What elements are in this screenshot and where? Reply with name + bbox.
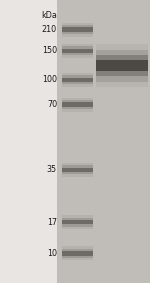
Text: 100: 100: [42, 75, 57, 84]
Text: kDa: kDa: [41, 11, 57, 20]
Bar: [62, 256, 93, 258]
Text: 210: 210: [42, 25, 57, 34]
Bar: [62, 107, 93, 112]
Bar: [62, 165, 93, 168]
Bar: [96, 44, 148, 60]
Bar: [62, 246, 93, 251]
Bar: [62, 220, 93, 224]
Bar: [62, 82, 93, 87]
Bar: [62, 168, 93, 172]
Bar: [62, 27, 93, 32]
Bar: [62, 215, 93, 220]
Bar: [96, 71, 148, 76]
Bar: [62, 256, 93, 260]
Bar: [62, 172, 93, 174]
Text: 70: 70: [47, 100, 57, 109]
Bar: [62, 98, 93, 102]
Bar: [62, 32, 93, 37]
Bar: [96, 50, 148, 60]
Bar: [62, 82, 93, 84]
Bar: [62, 224, 93, 229]
Bar: [96, 71, 148, 87]
Bar: [62, 163, 93, 168]
Bar: [96, 71, 148, 82]
Bar: [62, 53, 93, 55]
Bar: [96, 55, 148, 60]
Text: 17: 17: [47, 218, 57, 227]
Bar: [62, 224, 93, 227]
Text: 35: 35: [47, 165, 57, 174]
Text: 10: 10: [47, 249, 57, 258]
Text: 150: 150: [42, 46, 57, 55]
Bar: [62, 32, 93, 34]
Bar: [62, 251, 93, 256]
Bar: [62, 23, 93, 27]
Bar: [62, 75, 93, 78]
Bar: [62, 100, 93, 102]
Bar: [62, 49, 93, 53]
Bar: [62, 25, 93, 27]
Bar: [62, 46, 93, 49]
Bar: [62, 73, 93, 78]
Bar: [62, 53, 93, 58]
Bar: [62, 107, 93, 109]
Bar: [62, 78, 93, 82]
Bar: [62, 44, 93, 49]
Bar: [62, 249, 93, 251]
Bar: [96, 60, 148, 71]
Bar: [62, 102, 93, 107]
Bar: [62, 172, 93, 177]
Bar: [57, 0, 150, 283]
Bar: [62, 218, 93, 220]
